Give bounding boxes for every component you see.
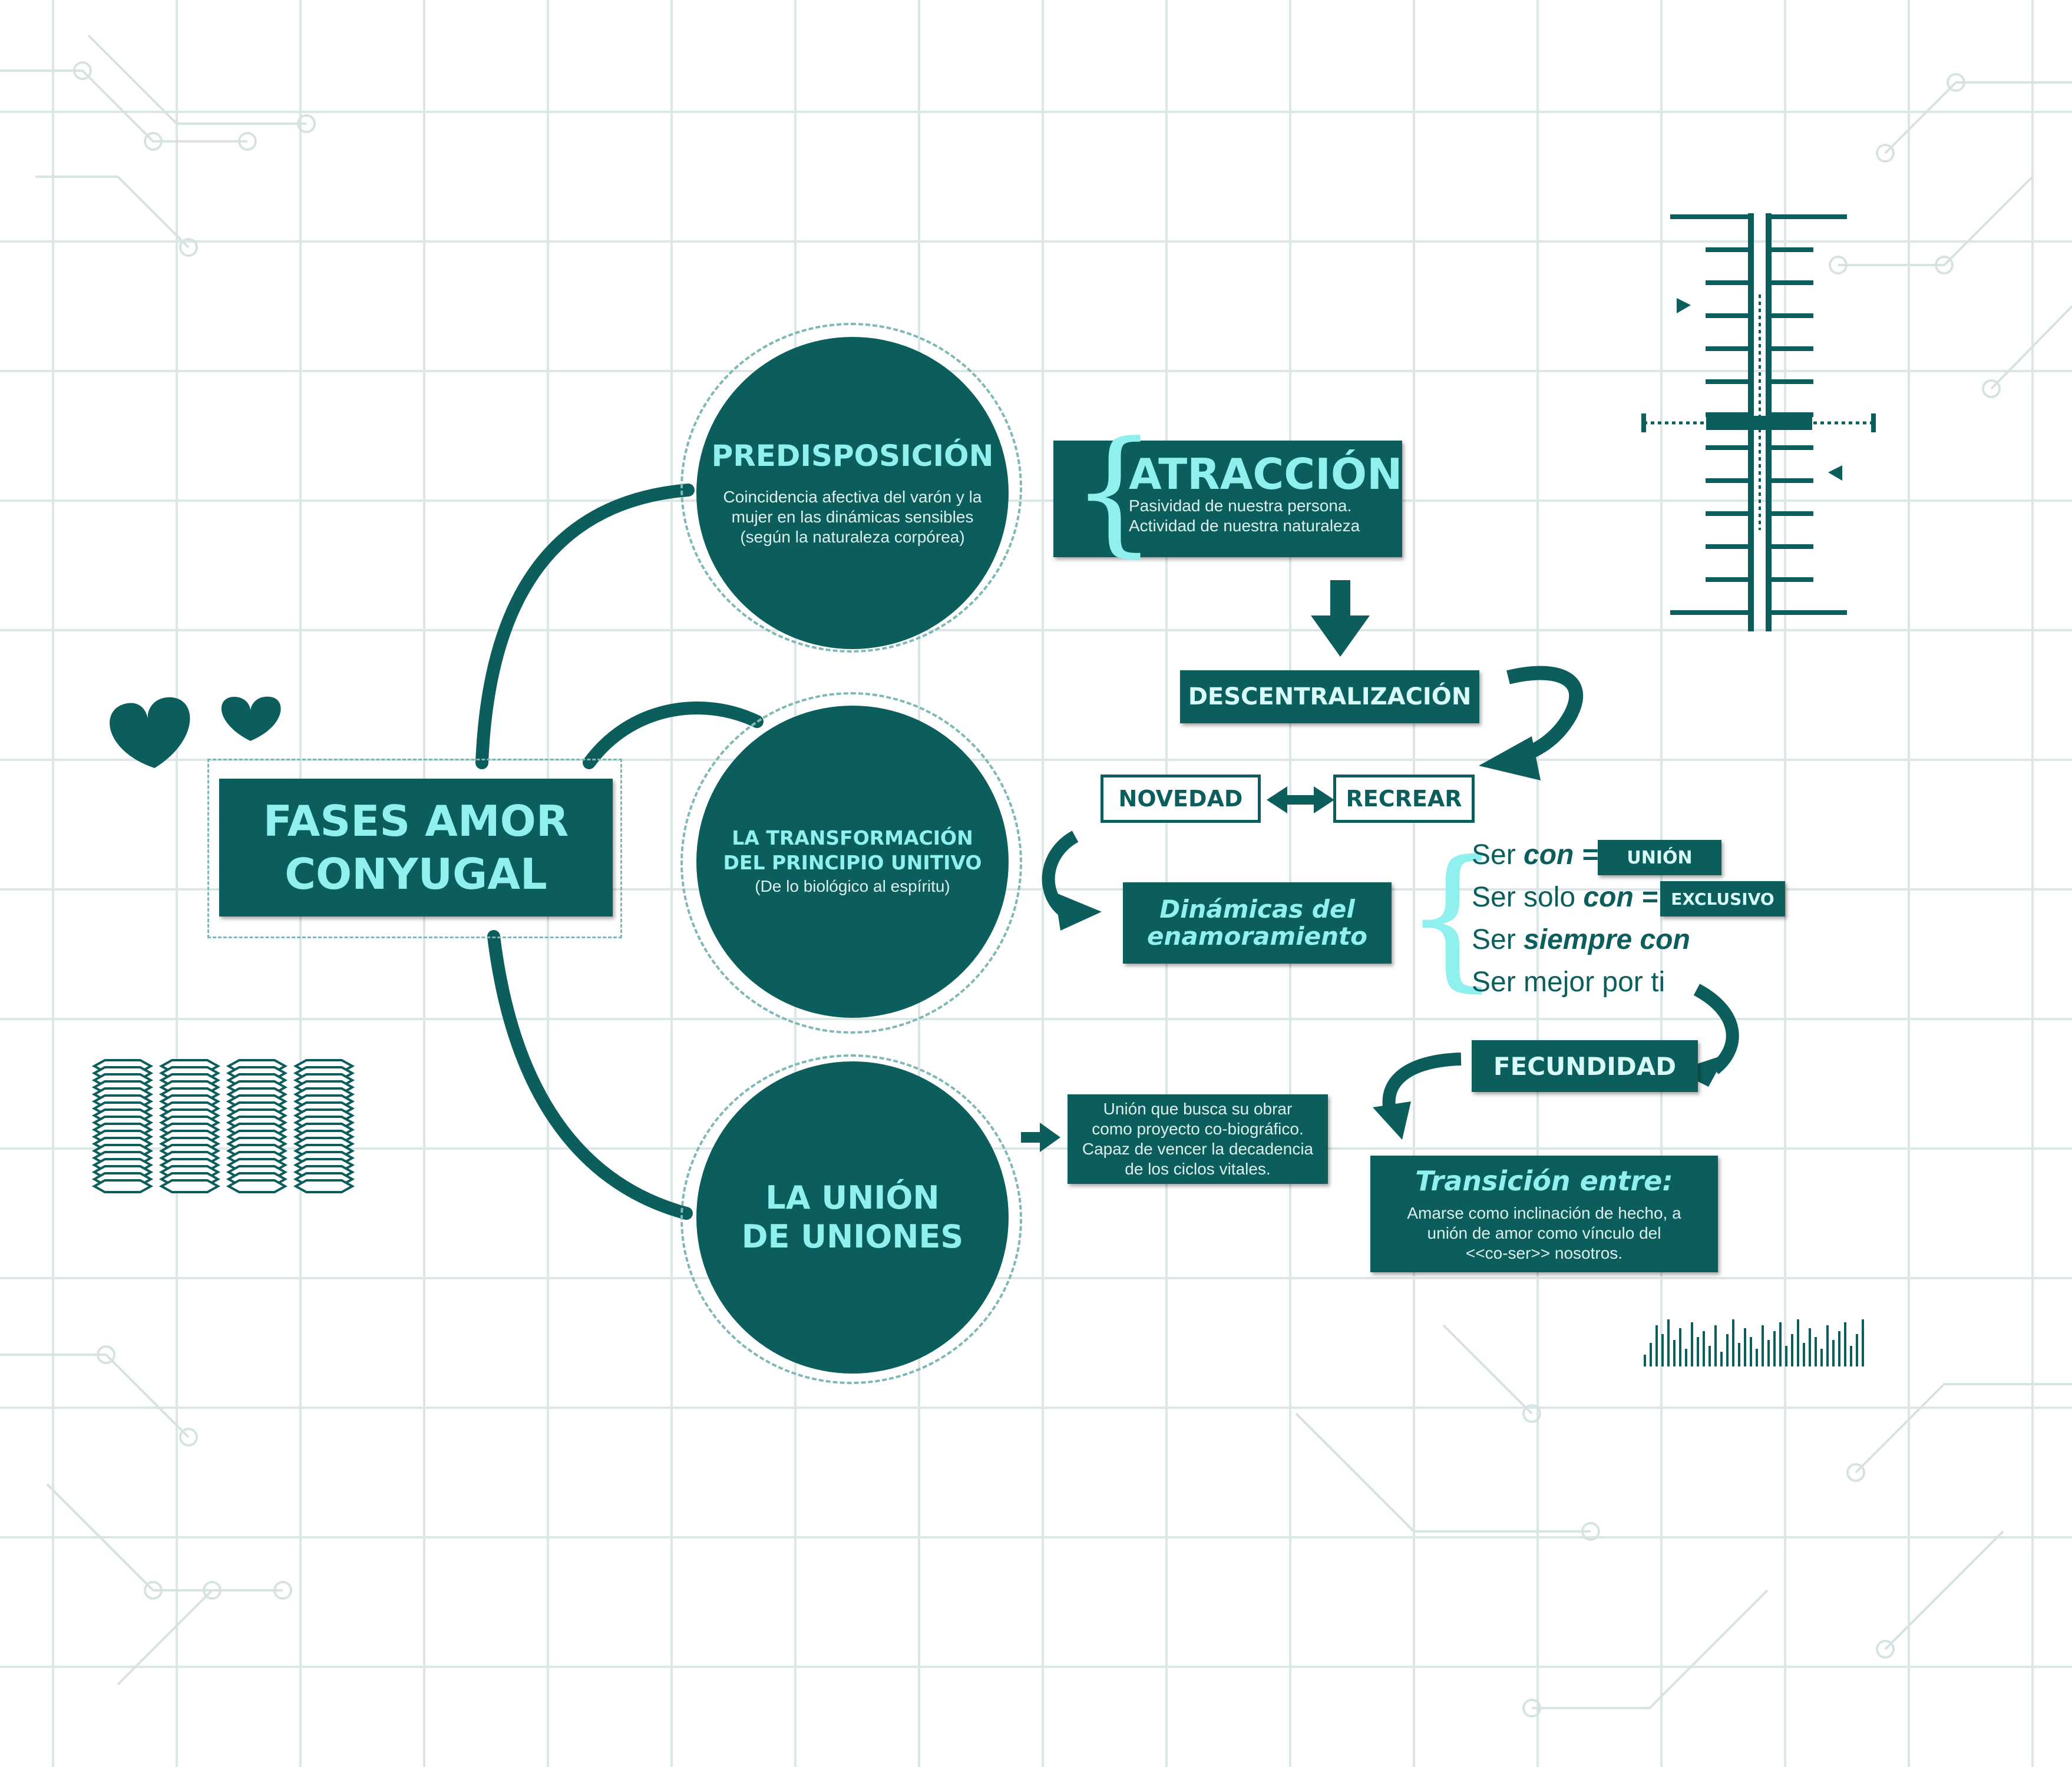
ser-line: Ser mejor por ti (1472, 967, 1665, 998)
dinamicas-box: Dinámicas del enamoramiento (1123, 882, 1392, 964)
ser-line: Ser solo con = (1472, 882, 1658, 913)
union-description-line: de los ciclos vitales. (1125, 1160, 1271, 1178)
ser-line: Ser siempre con (1472, 924, 1690, 955)
recrear-box: RECREAR (1333, 775, 1475, 823)
transicion-box: Transición entre: Amarse como inclinació… (1370, 1156, 1718, 1272)
union-description-line: Capaz de vencer la decadencia (1082, 1140, 1314, 1158)
phase1-body-line: mujer en las dinámicas sensibles (731, 508, 974, 526)
curly-brace-icon: { (1071, 413, 1158, 570)
fecundidad-box: FECUNDIDAD (1472, 1040, 1698, 1092)
center-dashed-frame (207, 759, 622, 938)
double-arrow-icon (1267, 786, 1334, 813)
connector-predisposicion (475, 484, 695, 769)
transicion-line: Amarse como inclinación de hecho, a (1407, 1204, 1681, 1222)
ruler-scale-icon (1641, 213, 1876, 631)
union-description-line: como proyecto co-biográfico. (1092, 1120, 1304, 1138)
union-description-line: Unión que busca su obrar (1103, 1100, 1293, 1118)
union-badge: UNIÓN (1598, 840, 1721, 875)
curved-arrow-icon (1373, 1053, 1462, 1140)
phase2-title-line2: DEL PRINCIPIO UNITIVO (723, 851, 982, 874)
down-arrow-icon (1311, 580, 1370, 657)
phase3-ring (680, 1054, 1022, 1384)
phase2-ring (680, 692, 1022, 1034)
curved-arrow-icon (1676, 984, 1739, 1087)
phase1-circle: PREDISPOSICIÓN Coincidencia afectiva del… (696, 337, 1009, 649)
curved-arrow-icon (1479, 666, 1584, 780)
transicion-line: unión de amor como vínculo del (1427, 1224, 1661, 1242)
phase1-body-line: Coincidencia afectiva del varón y la (723, 488, 982, 506)
phase1-body-line: (según la naturaleza corpórea) (740, 528, 965, 546)
right-arrow-icon (1021, 1123, 1060, 1152)
center-title-line1: FASES AMOR (263, 796, 569, 846)
phase3-title-line1: LA UNIÓN (765, 1179, 940, 1216)
transicion-line: <<co-ser>> nosotros. (1465, 1244, 1623, 1262)
phase2-circle: LA TRANSFORMACIÓN DEL PRINCIPIO UNITIVO … (696, 706, 1009, 1018)
atraccion-line: Pasividad de nuestra persona. (1129, 497, 1352, 515)
transicion-title: Transición entre: (1415, 1165, 1673, 1197)
exclusivo-badge: EXCLUSIVO (1660, 881, 1785, 916)
connector-transformacion (583, 701, 764, 769)
heart-icon (221, 696, 281, 741)
union-description-box: Unión que busca su obrar como proyecto c… (1068, 1094, 1328, 1184)
phase1-title: PREDISPOSICIÓN (711, 439, 994, 473)
atraccion-line: Actividad de nuestra naturaleza (1129, 517, 1360, 535)
novedad-box: NOVEDAD (1101, 775, 1261, 823)
atraccion-box (1053, 441, 1402, 557)
phase3-title-line2: DE UNIONES (741, 1218, 964, 1255)
center-title-line2: CONYUGAL (285, 849, 547, 899)
center-title-box: FASES AMOR CONYUGAL (219, 779, 613, 916)
ser-line: Ser con = (1472, 839, 1598, 871)
dinamicas-line2: enamoramiento (1147, 922, 1367, 951)
phase2-title-line1: LA TRANSFORMACIÓN (732, 826, 973, 849)
barcode-icon (1644, 1319, 1864, 1366)
heart-icon (110, 697, 190, 768)
hexagon-stack-icon (91, 1059, 355, 1193)
phase3-circle: LA UNIÓN DE UNIONES (696, 1061, 1009, 1374)
curly-brace-icon: { (1403, 828, 1501, 1006)
phase1-ring (680, 323, 1022, 653)
descentralizacion-box: DESCENTRALIZACIÓN (1180, 670, 1479, 723)
connector-union (487, 930, 693, 1220)
phase2-body: (De lo biológico al espíritu) (755, 877, 950, 895)
curved-arrow-icon (1042, 830, 1102, 931)
dinamicas-line1: Dinámicas del (1159, 895, 1355, 924)
atraccion-title: ATRACCIÓN (1129, 449, 1403, 499)
